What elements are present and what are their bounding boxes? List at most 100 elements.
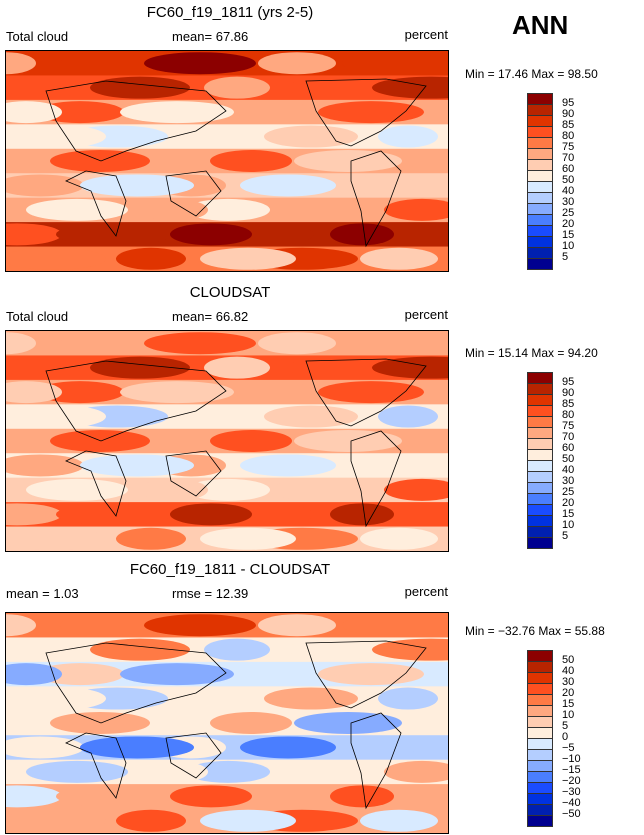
field-contour: [204, 638, 270, 661]
colorbar-box: [527, 782, 553, 793]
field-contour: [210, 430, 292, 452]
field-contour: [234, 101, 314, 124]
field-contour: [6, 332, 36, 355]
colorbar-box: [527, 449, 553, 460]
field-contour: [240, 174, 336, 197]
min-max-label: Min = −32.76 Max = 55.88: [465, 624, 605, 638]
field-contour: [120, 381, 234, 404]
season-label: ANN: [512, 10, 569, 40]
colorbar-tick-label: 25: [562, 486, 575, 498]
coastline: [165, 732, 222, 779]
field-contour: [144, 614, 256, 637]
field-contour: [378, 405, 438, 428]
field-contour: [80, 736, 194, 759]
colorbar-tick-label: 50: [562, 654, 575, 666]
coastline: [65, 732, 127, 799]
panel-left-label: Total cloud: [6, 29, 69, 44]
colorbar-box: [527, 427, 553, 438]
panel-center-label: rmse = 12.39: [172, 586, 249, 601]
field-contour: [36, 663, 124, 686]
colorbar-box: [527, 815, 553, 827]
field-contour: [144, 332, 256, 355]
colorbar-box: [527, 515, 553, 526]
panel-title: CLOUDSAT: [189, 284, 271, 301]
colorbar-box: [527, 214, 553, 225]
field-contour: [204, 76, 270, 99]
field-contour: [60, 52, 146, 75]
field-contour: [60, 332, 146, 355]
colorbar-tick-label: 15: [562, 698, 575, 710]
colorbar-box: [527, 383, 553, 394]
field-contour: [56, 785, 172, 808]
min-max-label: Min = 17.46 Max = 98.50: [465, 67, 598, 81]
field-contour: [354, 174, 416, 197]
field-contour: [378, 125, 438, 148]
field-contour: [264, 125, 358, 148]
field-contour: [6, 101, 62, 124]
field-contour: [144, 52, 256, 75]
field-contour: [234, 663, 314, 686]
colorbar-box: [527, 650, 553, 661]
colorbar-tick-label: 20: [562, 687, 575, 699]
colorbar-tick-label: 95: [562, 97, 575, 109]
colorbar-box: [527, 493, 553, 504]
field-contour: [288, 356, 380, 379]
field-contour: [36, 381, 124, 404]
field-contour: [6, 785, 62, 808]
colorbar-box: [527, 661, 553, 672]
coastline: [305, 358, 427, 427]
field-contour: [36, 101, 124, 124]
field-contour: [330, 785, 394, 808]
field-contour: [384, 198, 448, 221]
field-contour: [318, 381, 424, 404]
field-contour: [170, 503, 252, 526]
field-contour: [56, 223, 172, 246]
colorbar-box: [527, 438, 553, 449]
field-contour: [342, 332, 446, 355]
colorbar-tick-label: 50: [562, 453, 575, 465]
field-contour: [6, 503, 62, 526]
colorbar-box: [527, 738, 553, 749]
colorbar: [527, 93, 553, 270]
colorbar-tick-label: −5: [562, 742, 575, 754]
field-contour: [186, 760, 270, 783]
field-contour: [384, 760, 448, 783]
coastline: [165, 170, 222, 217]
field-contour: [408, 150, 448, 172]
field-contour: [258, 332, 336, 355]
field-contour: [20, 125, 106, 148]
field-contour: [6, 381, 62, 404]
field-contour: [200, 527, 296, 550]
field-contour: [6, 356, 80, 379]
field-contour: [120, 663, 234, 686]
colorbar-tick-label: 5: [562, 530, 569, 542]
field-contour: [330, 503, 394, 526]
field-contour: [200, 247, 296, 270]
field-contour: [140, 478, 208, 501]
field-contour: [180, 405, 248, 428]
colorbar-box: [527, 716, 553, 727]
colorbar-tick-label: 25: [562, 207, 575, 219]
colorbar-box: [527, 705, 553, 716]
field-contour: [294, 430, 402, 452]
colorbar-box: [527, 760, 553, 771]
field-contour: [354, 736, 416, 759]
field-contour: [80, 454, 194, 477]
colorbar-tick-label: 60: [562, 163, 575, 175]
colorbar-tick-label: 20: [562, 497, 575, 509]
coastline: [165, 450, 222, 497]
colorbar-tick-label: 80: [562, 130, 575, 142]
field-contour: [6, 247, 106, 270]
colorbar-box: [527, 672, 553, 683]
colorbar-box: [527, 471, 553, 482]
field-contour: [234, 381, 314, 404]
colorbar-box: [527, 148, 553, 159]
colorbar-tick-label: 75: [562, 420, 575, 432]
coastline: [350, 712, 402, 810]
field-contour: [116, 247, 186, 270]
coastline: [305, 78, 427, 147]
field-contour: [200, 809, 296, 832]
field-contour: [270, 478, 380, 501]
field-contour: [6, 663, 62, 686]
panel-units: percent: [404, 27, 448, 42]
